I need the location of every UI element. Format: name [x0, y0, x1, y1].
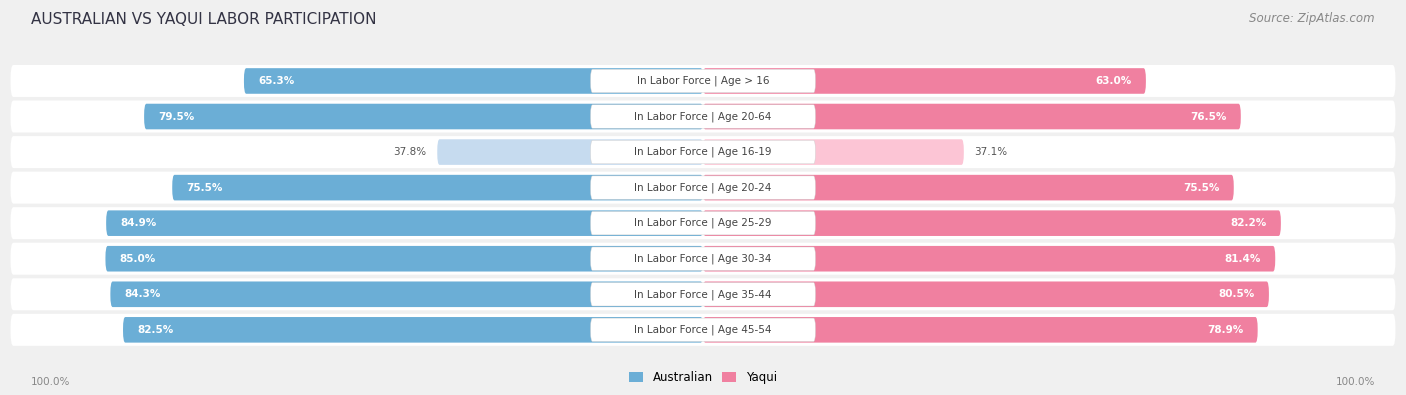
FancyBboxPatch shape [591, 105, 815, 128]
Text: 80.5%: 80.5% [1219, 289, 1256, 299]
FancyBboxPatch shape [145, 104, 703, 129]
Text: In Labor Force | Age 25-29: In Labor Force | Age 25-29 [634, 218, 772, 228]
FancyBboxPatch shape [11, 171, 1396, 203]
Text: 79.5%: 79.5% [159, 111, 194, 122]
Text: 63.0%: 63.0% [1095, 76, 1132, 86]
FancyBboxPatch shape [437, 139, 703, 165]
FancyBboxPatch shape [591, 140, 815, 164]
Text: 84.9%: 84.9% [120, 218, 156, 228]
Text: 75.5%: 75.5% [186, 182, 222, 193]
Text: 78.9%: 78.9% [1208, 325, 1244, 335]
FancyBboxPatch shape [591, 211, 815, 235]
Text: 76.5%: 76.5% [1191, 111, 1227, 122]
Text: In Labor Force | Age 35-44: In Labor Force | Age 35-44 [634, 289, 772, 299]
FancyBboxPatch shape [11, 314, 1396, 346]
FancyBboxPatch shape [124, 317, 703, 342]
FancyBboxPatch shape [591, 69, 815, 93]
Text: Source: ZipAtlas.com: Source: ZipAtlas.com [1250, 12, 1375, 25]
FancyBboxPatch shape [591, 282, 815, 306]
FancyBboxPatch shape [591, 247, 815, 271]
Text: In Labor Force | Age 16-19: In Labor Force | Age 16-19 [634, 147, 772, 157]
FancyBboxPatch shape [591, 176, 815, 199]
FancyBboxPatch shape [703, 317, 1258, 342]
Text: In Labor Force | Age 30-34: In Labor Force | Age 30-34 [634, 254, 772, 264]
FancyBboxPatch shape [11, 136, 1396, 168]
Text: 65.3%: 65.3% [259, 76, 294, 86]
Text: In Labor Force | Age > 16: In Labor Force | Age > 16 [637, 76, 769, 86]
Text: In Labor Force | Age 20-24: In Labor Force | Age 20-24 [634, 182, 772, 193]
Text: 84.3%: 84.3% [125, 289, 160, 299]
FancyBboxPatch shape [703, 175, 1234, 200]
Text: 81.4%: 81.4% [1225, 254, 1261, 264]
Text: AUSTRALIAN VS YAQUI LABOR PARTICIPATION: AUSTRALIAN VS YAQUI LABOR PARTICIPATION [31, 12, 377, 27]
FancyBboxPatch shape [703, 104, 1241, 129]
FancyBboxPatch shape [703, 139, 965, 165]
FancyBboxPatch shape [105, 246, 703, 271]
Text: 100.0%: 100.0% [1336, 377, 1375, 387]
Text: 37.1%: 37.1% [974, 147, 1008, 157]
FancyBboxPatch shape [11, 65, 1396, 97]
Text: 82.2%: 82.2% [1230, 218, 1267, 228]
Legend: Australian, Yaqui: Australian, Yaqui [624, 367, 782, 389]
Text: 37.8%: 37.8% [394, 147, 427, 157]
FancyBboxPatch shape [11, 278, 1396, 310]
FancyBboxPatch shape [703, 211, 1281, 236]
FancyBboxPatch shape [105, 211, 703, 236]
FancyBboxPatch shape [11, 243, 1396, 275]
FancyBboxPatch shape [703, 68, 1146, 94]
FancyBboxPatch shape [703, 282, 1268, 307]
FancyBboxPatch shape [591, 318, 815, 342]
Text: 85.0%: 85.0% [120, 254, 156, 264]
FancyBboxPatch shape [11, 100, 1396, 132]
Text: 82.5%: 82.5% [138, 325, 173, 335]
FancyBboxPatch shape [111, 282, 703, 307]
FancyBboxPatch shape [703, 246, 1275, 271]
Text: In Labor Force | Age 45-54: In Labor Force | Age 45-54 [634, 325, 772, 335]
FancyBboxPatch shape [245, 68, 703, 94]
FancyBboxPatch shape [11, 207, 1396, 239]
Text: 75.5%: 75.5% [1184, 182, 1220, 193]
Text: 100.0%: 100.0% [31, 377, 70, 387]
Text: In Labor Force | Age 20-64: In Labor Force | Age 20-64 [634, 111, 772, 122]
FancyBboxPatch shape [173, 175, 703, 200]
